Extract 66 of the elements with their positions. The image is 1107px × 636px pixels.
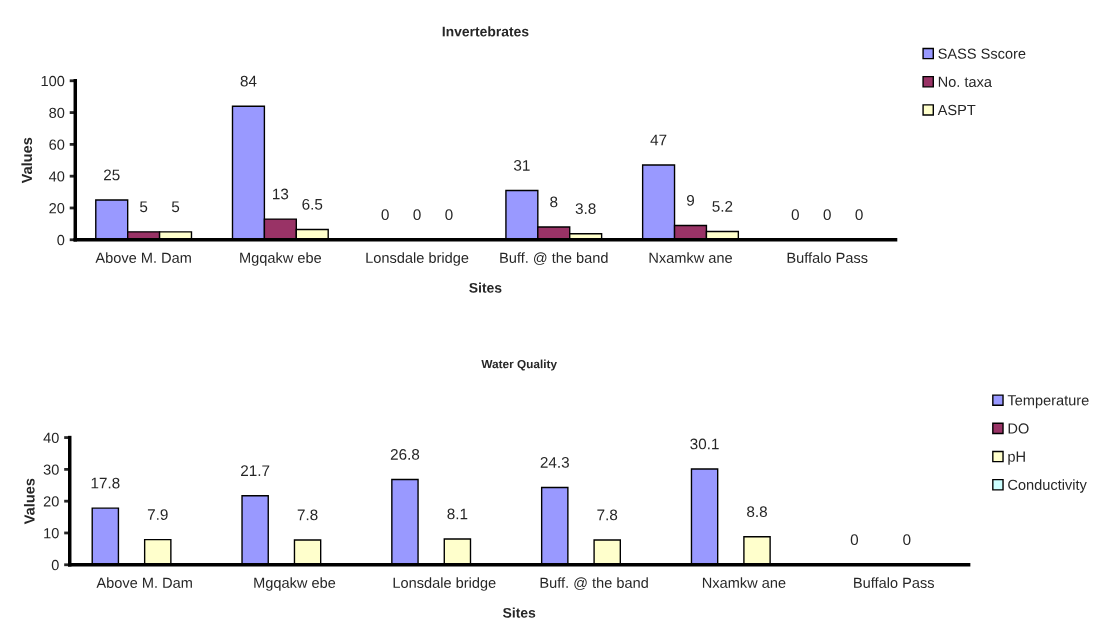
y-axis-title: Values bbox=[23, 478, 35, 525]
chart-title: Water Quality bbox=[481, 359, 557, 371]
x-tick-label: Above M. Dam bbox=[96, 577, 192, 588]
data-label: 30.1 bbox=[690, 438, 719, 450]
y-tick-label: 10 bbox=[44, 528, 59, 539]
data-label: 31 bbox=[513, 159, 530, 171]
y-tick-label: 20 bbox=[43, 496, 59, 507]
x-tick-label: Buffalo Pass bbox=[854, 577, 934, 588]
data-label: 0 bbox=[791, 209, 799, 221]
x-tick-label: Buff. @ the band bbox=[540, 577, 648, 590]
legend-label: Temperature bbox=[1007, 395, 1089, 409]
chart-title: Invertebrates bbox=[442, 26, 529, 37]
x-axis-title: Sites bbox=[469, 282, 502, 293]
legend-label: DO bbox=[1008, 423, 1029, 434]
x-tick-label: Buff. @ the band bbox=[500, 252, 608, 265]
legend-label: No. taxa bbox=[938, 76, 992, 87]
legend-label: ASPT bbox=[937, 104, 976, 116]
y-tick-label: 80 bbox=[49, 107, 65, 118]
data-label: 0 bbox=[413, 209, 421, 221]
data-label: 6.5 bbox=[302, 198, 323, 210]
y-axis-title: Values bbox=[21, 137, 33, 184]
data-label: 26.8 bbox=[390, 449, 420, 460]
y-tick-label: 0 bbox=[51, 559, 59, 571]
y-tick-label: 30 bbox=[43, 464, 59, 475]
data-label: 8 bbox=[550, 196, 558, 208]
data-label: 5.2 bbox=[712, 201, 733, 212]
data-label: 7.8 bbox=[297, 509, 318, 521]
x-axis-title: Sites bbox=[502, 607, 536, 618]
x-tick-label: Mgqakw ebe bbox=[240, 252, 322, 266]
data-label: 21.7 bbox=[241, 465, 270, 476]
data-label: 8.1 bbox=[447, 508, 468, 520]
data-label: 0 bbox=[855, 209, 863, 221]
legend-label: pH bbox=[1008, 451, 1025, 465]
data-label: 3.8 bbox=[575, 203, 596, 215]
data-label: 7.9 bbox=[147, 509, 168, 520]
x-tick-label: Buffalo Pass bbox=[787, 252, 868, 263]
y-tick-label: 100 bbox=[41, 75, 65, 87]
data-label: 17.8 bbox=[91, 477, 120, 489]
data-label: 9 bbox=[686, 194, 695, 206]
legend-label: Conductivity bbox=[1008, 479, 1087, 493]
data-label: 25 bbox=[104, 169, 120, 181]
y-tick-label: 0 bbox=[57, 234, 65, 246]
y-tick-label: 40 bbox=[43, 432, 59, 443]
data-label: 0 bbox=[445, 209, 453, 221]
data-label: 5 bbox=[140, 201, 148, 213]
x-tick-label: Nxamkw ane bbox=[702, 577, 786, 588]
data-label: 0 bbox=[381, 209, 389, 221]
x-tick-label: Nxamkw ane bbox=[649, 252, 732, 263]
y-tick-label: 40 bbox=[48, 171, 65, 182]
data-label: 7.8 bbox=[597, 509, 618, 521]
x-tick-label: Lonsdale bridge bbox=[393, 577, 496, 591]
data-label: 8.8 bbox=[747, 506, 767, 518]
data-label: 5 bbox=[171, 201, 180, 213]
y-tick-label: 20 bbox=[49, 203, 65, 214]
y-tick-label: 60 bbox=[49, 139, 65, 150]
data-label: 0 bbox=[903, 534, 911, 546]
x-tick-label: Lonsdale bridge bbox=[366, 252, 469, 266]
data-label: 84 bbox=[240, 75, 257, 87]
data-label: 0 bbox=[850, 534, 859, 546]
data-label: 47 bbox=[650, 134, 667, 146]
data-label: 13 bbox=[273, 188, 289, 200]
data-label: 24.3 bbox=[540, 456, 569, 468]
data-label: 0 bbox=[823, 209, 831, 221]
x-tick-label: Above M. Dam bbox=[95, 252, 191, 263]
x-tick-label: Mgqakw ebe bbox=[254, 577, 336, 591]
legend-label: SASS Sscore bbox=[938, 48, 1026, 59]
